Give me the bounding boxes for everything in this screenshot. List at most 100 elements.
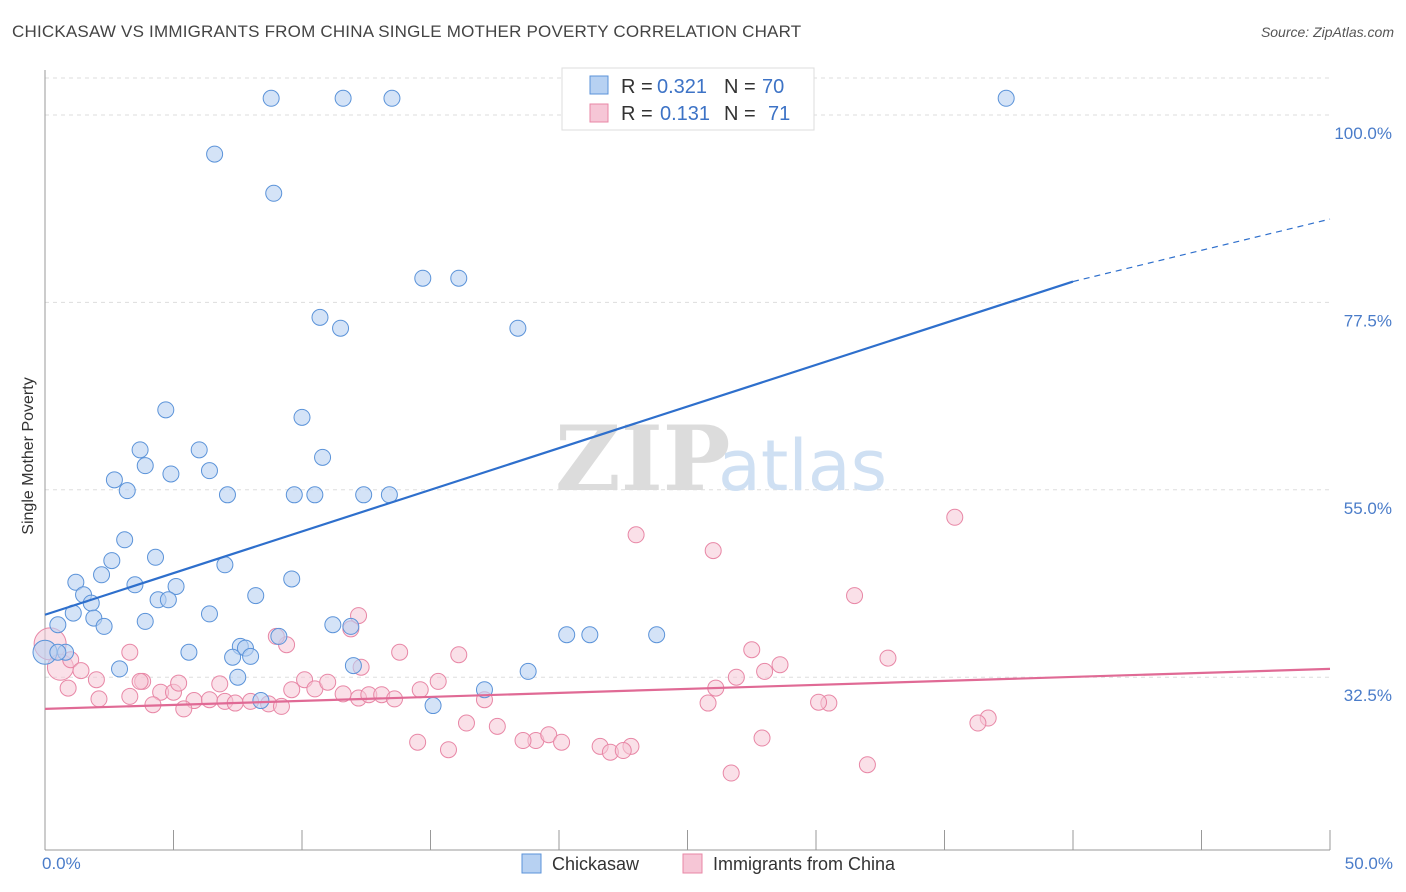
data-point-chickasaw (67, 573, 85, 591)
data-point-chickasaw (111, 660, 129, 678)
blue-points (32, 89, 1015, 715)
data-point-chickasaw (229, 668, 247, 686)
pink-points (33, 508, 997, 782)
data-point-china (704, 542, 722, 560)
data-point-china (514, 732, 532, 750)
y-tick-label: 100.0% (1334, 124, 1392, 143)
data-point-china (121, 687, 139, 705)
data-point-chickasaw (242, 647, 260, 665)
data-point-chickasaw (93, 566, 111, 584)
legend-r-label-1: R = (621, 76, 653, 98)
data-point-china (727, 668, 745, 686)
data-point-chickasaw (581, 626, 599, 644)
trend-line-chickasaw (44, 280, 1074, 616)
watermark-atlas: atlas (718, 425, 887, 507)
data-point-chickasaw (332, 319, 350, 337)
data-point-china (411, 681, 429, 699)
data-point-chickasaw (558, 626, 576, 644)
data-point-china (699, 694, 717, 712)
data-point-chickasaw (116, 531, 134, 549)
watermark: ZIP atlas (555, 406, 887, 512)
data-point-chickasaw (95, 617, 113, 635)
x-tick-label-min: 0.0% (42, 854, 81, 873)
legend-swatch-pink (589, 103, 609, 123)
trend-lines (44, 218, 1331, 710)
data-point-china (553, 733, 571, 751)
data-point-chickasaw (105, 471, 123, 489)
chart-title: CHICKASAW VS IMMIGRANTS FROM CHINA SINGL… (12, 22, 802, 41)
data-point-chickasaw (218, 486, 236, 504)
data-point-chickasaw (324, 616, 342, 634)
data-point-chickasaw (285, 486, 303, 504)
data-point-china (87, 671, 105, 689)
data-point-china (858, 756, 876, 774)
data-point-china (90, 690, 108, 708)
data-point-china (319, 673, 337, 691)
data-point-chickasaw (270, 627, 288, 645)
x-tick-label-max: 50.0% (1345, 854, 1393, 873)
data-point-chickasaw (136, 457, 154, 475)
legend-n-label-1: N = (724, 76, 756, 98)
data-point-chickasaw (131, 441, 149, 459)
data-point-china (969, 714, 987, 732)
data-point-chickasaw (306, 486, 324, 504)
data-point-chickasaw (648, 626, 666, 644)
data-point-chickasaw (334, 89, 352, 107)
legend-swatch-blue (589, 75, 609, 95)
data-point-china (846, 587, 864, 605)
y-axis-label: Single Mother Poverty (20, 377, 37, 534)
data-point-china (450, 646, 468, 664)
data-point-china (627, 526, 645, 544)
data-point-china (540, 726, 558, 744)
data-point-chickasaw (293, 408, 311, 426)
bottom-legend-label-china: Immigrants from China (713, 854, 896, 874)
data-point-chickasaw (157, 401, 175, 419)
data-point-chickasaw (200, 605, 218, 623)
data-point-chickasaw (136, 612, 154, 630)
data-point-china (756, 662, 774, 680)
y-tick-label: 77.5% (1344, 311, 1392, 330)
data-point-chickasaw (414, 269, 432, 287)
data-point-chickasaw (262, 89, 280, 107)
data-point-china (810, 693, 828, 711)
trend-line-china (44, 667, 1331, 710)
data-point-chickasaw (344, 657, 362, 675)
data-point-chickasaw (190, 441, 208, 459)
y-tick-label: 32.5% (1344, 686, 1392, 705)
bottom-legend-swatch-pink (682, 853, 703, 874)
data-point-chickasaw (509, 319, 527, 337)
legend-n-value-2: 71 (768, 103, 790, 125)
data-point-chickasaw (355, 486, 373, 504)
bottom-legend-swatch-blue (521, 853, 542, 874)
data-point-chickasaw (180, 643, 198, 661)
bottom-legend: Chickasaw Immigrants from China (521, 853, 896, 874)
data-point-china (175, 700, 193, 718)
data-point-chickasaw (383, 89, 401, 107)
data-point-chickasaw (314, 448, 332, 466)
data-point-chickasaw (49, 643, 67, 661)
data-point-china (457, 714, 475, 732)
data-point-chickasaw (283, 570, 301, 588)
data-point-china (200, 691, 218, 709)
data-point-chickasaw (167, 577, 185, 595)
data-point-china (211, 675, 229, 693)
data-point-china (439, 741, 457, 759)
data-point-china (753, 729, 771, 747)
data-point-chickasaw (475, 681, 493, 699)
legend-n-value-1: 70 (762, 76, 784, 98)
data-point-china (722, 764, 740, 782)
data-point-chickasaw (118, 482, 136, 500)
data-point-china (946, 508, 964, 526)
data-point-chickasaw (450, 269, 468, 287)
data-point-chickasaw (103, 552, 121, 570)
data-point-china (429, 672, 447, 690)
y-tick-label: 55.0% (1344, 499, 1392, 518)
data-point-china (771, 656, 789, 674)
data-point-chickasaw (265, 184, 283, 202)
data-point-chickasaw (311, 308, 329, 326)
data-point-chickasaw (519, 662, 537, 680)
legend-r-label-2: R = (621, 103, 653, 125)
data-point-chickasaw (159, 591, 177, 609)
data-point-chickasaw (162, 465, 180, 483)
